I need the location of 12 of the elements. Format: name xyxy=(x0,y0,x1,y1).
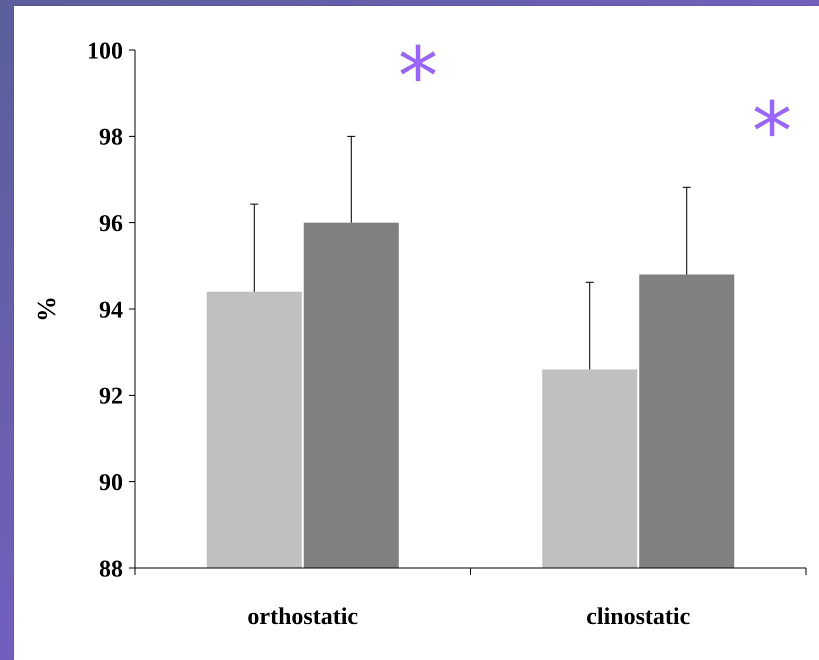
y-tick-label: 98 xyxy=(99,124,123,151)
y-axis-title: % xyxy=(32,296,61,322)
annotation: * xyxy=(752,85,792,178)
y-tick-label: 94 xyxy=(99,297,123,324)
y-tick-label: 92 xyxy=(99,384,123,410)
y-tick-label: 100 xyxy=(87,38,123,64)
annotation: * xyxy=(398,30,438,123)
x-tick-label: orthostatic xyxy=(247,604,358,630)
x-tick-label: clinostatic xyxy=(586,604,691,630)
y-tick-label: 96 xyxy=(99,211,123,238)
y-tick-label: 88 xyxy=(99,556,123,582)
y-tick-label: 90 xyxy=(99,470,123,496)
